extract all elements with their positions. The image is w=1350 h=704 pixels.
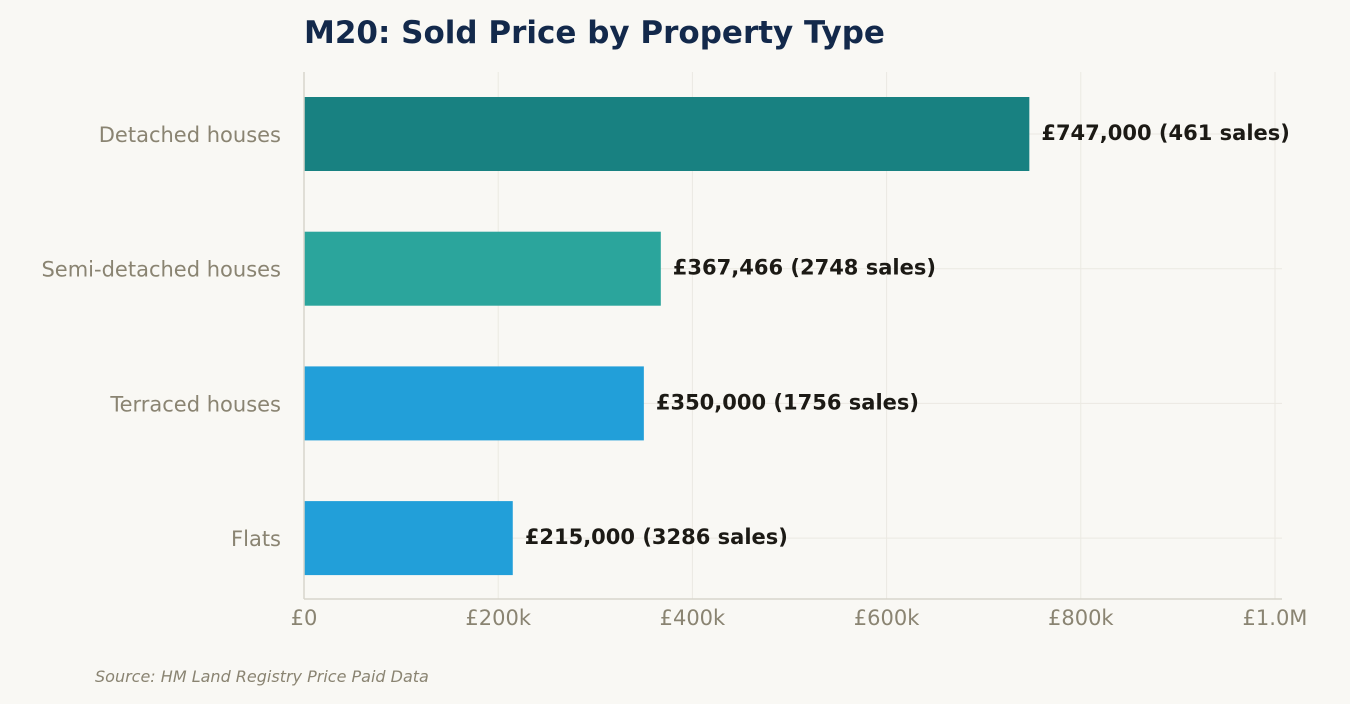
- category-label: Terraced houses: [109, 392, 281, 416]
- data-label: £350,000 (1756 sales): [656, 390, 919, 414]
- bar: [304, 97, 1030, 171]
- category-label: Flats: [231, 527, 281, 551]
- x-tick-label: £0: [291, 606, 318, 630]
- bar: [304, 501, 513, 576]
- category-label: Detached houses: [99, 123, 281, 147]
- x-tick-label: £1.0M: [1243, 606, 1308, 630]
- data-label: £747,000 (461 sales): [1041, 121, 1290, 145]
- bar: [304, 366, 644, 441]
- x-tick-label: £200k: [465, 606, 531, 630]
- source-note: Source: HM Land Registry Price Paid Data: [95, 667, 429, 686]
- data-label: £367,466 (2748 sales): [673, 256, 936, 280]
- bars-layer: [304, 97, 1030, 576]
- data-label: £215,000 (3286 sales): [525, 525, 788, 549]
- x-tick-label: £400k: [660, 606, 726, 630]
- x-tick-label: £800k: [1048, 606, 1114, 630]
- x-tick-label: £600k: [854, 606, 920, 630]
- bar: [304, 231, 661, 306]
- labels-layer: Detached houses £747,000 (461 sales) Semi-…: [41, 121, 1289, 551]
- category-label: Semi-detached houses: [41, 258, 281, 282]
- axis-layer: £0 £200k £400k £600k £800k £1.0M: [291, 72, 1308, 630]
- chart-title: M20: Sold Price by Property Type: [304, 15, 885, 51]
